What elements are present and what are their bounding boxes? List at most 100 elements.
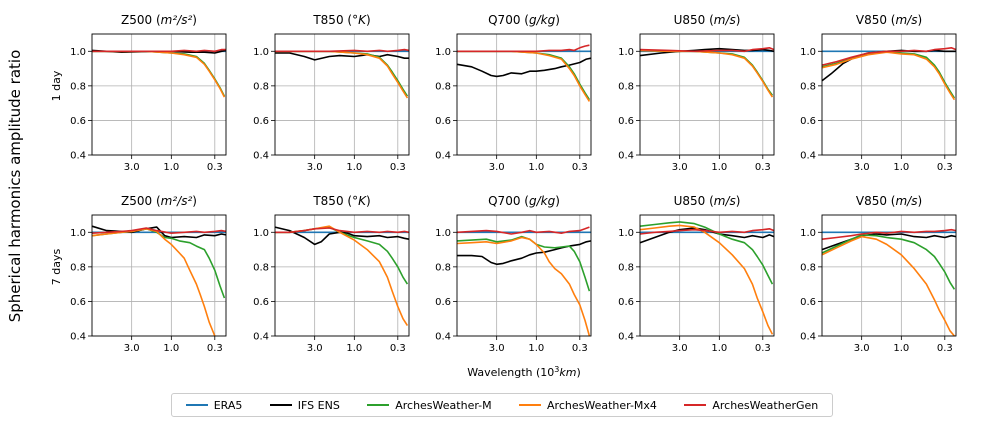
y-tick-label: 0.8 — [253, 262, 269, 273]
axes-frame — [639, 214, 775, 337]
series-line — [456, 57, 592, 78]
y-tick-label: 1.0 — [70, 228, 86, 239]
panel: 3.0 1.0 0.3 0.4 0.6 0.8 1.0 V850 (m/s) — [800, 194, 957, 354]
series-line — [639, 49, 774, 96]
x-tick-label: 0.3 — [390, 343, 406, 354]
x-tick-label: 3.0 — [124, 162, 140, 173]
series-line — [91, 227, 227, 234]
y-tick-label: 0.6 — [70, 297, 86, 308]
panel: 3.0 1.0 0.3 0.4 0.6 0.8 1.0 Q700 (g/kg) — [435, 194, 592, 354]
y-tick-label: 1.0 — [800, 47, 816, 58]
x-tick-label: 0.3 — [755, 162, 771, 173]
y-tick-label: 0.8 — [618, 262, 634, 273]
y-tick-label: 0.8 — [618, 81, 634, 92]
y-tick-label: 0.6 — [435, 116, 451, 127]
series-line — [92, 50, 226, 98]
x-tick-label: 0.3 — [207, 162, 223, 173]
x-tick-label: 3.0 — [672, 162, 688, 173]
panel-title: T850 (°K) — [312, 194, 370, 208]
x-tick-label: 1.0 — [711, 343, 727, 354]
series-line — [821, 50, 956, 99]
series-line — [274, 226, 410, 246]
x-tick-label: 3.0 — [307, 343, 323, 354]
y-tick-label: 0.8 — [800, 262, 816, 273]
series-line — [275, 226, 409, 285]
panel-title: V850 (m/s) — [856, 13, 922, 27]
x-tick-label: 1.0 — [528, 343, 544, 354]
y-tick-label: 0.6 — [800, 297, 816, 308]
legend-swatch — [519, 404, 542, 406]
series-line — [821, 51, 956, 101]
x-tick-label: 3.0 — [672, 343, 688, 354]
x-tick-label: 1.0 — [346, 343, 362, 354]
x-tick-label: 0.3 — [390, 162, 406, 173]
x-tick-label: 1.0 — [346, 162, 362, 173]
legend-label: IFS ENS — [297, 398, 340, 412]
y-tick-label: 0.4 — [800, 151, 816, 162]
panel: 3.0 1.0 0.3 0.4 0.6 0.8 1.0 U850 (m/s) — [618, 194, 775, 354]
panel-title: Z500 (m²/s²) — [121, 13, 197, 27]
legend-item: ArchesWeather-M — [367, 398, 492, 412]
panel: 3.0 1.0 0.3 0.4 0.6 0.8 1.0 Q700 (g/kg) — [435, 13, 592, 173]
y-tick-label: 1.0 — [800, 228, 816, 239]
legend-item: ArchesWeather-Mx4 — [519, 399, 657, 412]
x-tick-label: 1.0 — [893, 343, 909, 354]
legend-label: ArchesWeatherGen — [712, 398, 819, 412]
x-tick-label: 1.0 — [893, 162, 909, 173]
series-line — [821, 228, 957, 240]
y-tick-label: 0.4 — [253, 151, 269, 162]
x-tick-label: 0.3 — [572, 162, 588, 173]
y-tick-label: 0.6 — [618, 116, 634, 127]
series-line — [639, 224, 774, 335]
y-tick-label: 1.0 — [618, 228, 634, 239]
x-tick-label: 0.3 — [937, 343, 953, 354]
y-tick-label: 0.4 — [800, 332, 816, 343]
axes-frame — [274, 214, 410, 337]
series-line — [91, 228, 226, 299]
y-tick-label: 0.8 — [253, 81, 269, 92]
legend-label: ArchesWeather-M — [395, 398, 492, 412]
series-line — [639, 46, 775, 53]
panel: 3.0 1.0 0.3 0.4 0.6 0.8 1.0 V850 (m/s) — [800, 13, 957, 173]
y-tick-label: 0.8 — [70, 262, 86, 273]
series-line — [639, 221, 774, 285]
x-tick-label: 0.3 — [572, 343, 588, 354]
axes-frame — [821, 214, 957, 337]
axes-frame — [91, 33, 227, 156]
x-tick-label: 1.0 — [163, 162, 179, 173]
x-tick-label: 0.3 — [207, 343, 223, 354]
x-tick-label: 3.0 — [854, 343, 870, 354]
x-tick-label: 1.0 — [711, 162, 727, 173]
panel: 3.0 1.0 0.3 0.4 0.6 0.8 1.0 Z500 (m²/s²) 7 days — [50, 194, 227, 354]
series-line — [275, 52, 409, 61]
row-label: 1 day — [50, 70, 63, 101]
axes-frame — [456, 33, 592, 156]
y-tick-label: 1.0 — [435, 47, 451, 58]
series-line — [821, 235, 956, 337]
x-tick-label: 0.3 — [937, 162, 953, 173]
legend-swatch — [367, 404, 390, 406]
series-line — [821, 46, 957, 66]
y-tick-label: 0.8 — [435, 81, 451, 92]
legend-item: IFS ENS — [269, 398, 340, 412]
panel-title: U850 (m/s) — [674, 194, 741, 208]
y-tick-label: 1.0 — [618, 47, 634, 58]
x-tick-label: 3.0 — [489, 343, 505, 354]
series-line — [92, 48, 226, 53]
axes-frame — [821, 33, 957, 156]
y-tick-label: 1.0 — [253, 228, 269, 239]
panel-title: T850 (°K) — [312, 13, 370, 27]
series-line — [821, 49, 956, 82]
series-line — [457, 50, 591, 102]
panel: 3.0 1.0 0.3 0.4 0.6 0.8 1.0 Z500 (m²/s²) 1 day — [50, 13, 227, 173]
x-tick-label: 3.0 — [489, 162, 505, 173]
legend-label: ERA5 — [213, 398, 243, 412]
axes-frame — [274, 33, 410, 156]
x-tick-label: 0.3 — [755, 343, 771, 354]
panel: 3.0 1.0 0.3 0.4 0.6 0.8 1.0 T850 (°K) — [253, 13, 410, 173]
y-tick-label: 0.4 — [253, 332, 269, 343]
series-line — [92, 50, 226, 97]
x-tick-label: 1.0 — [163, 343, 179, 354]
